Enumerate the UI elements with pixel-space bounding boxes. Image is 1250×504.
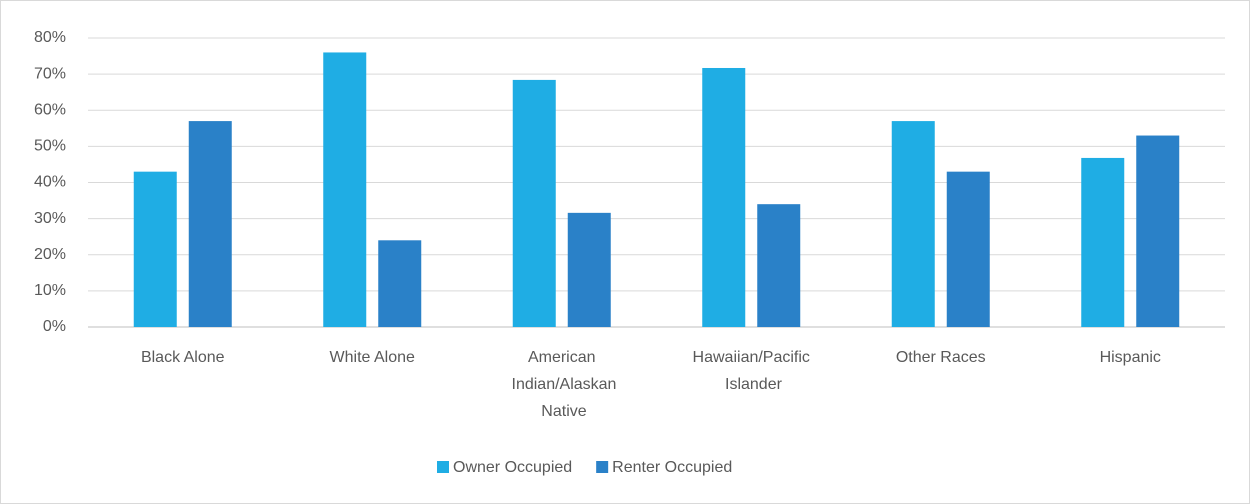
y-tick-label: 40% bbox=[34, 174, 66, 191]
x-tick-label: Hispanic bbox=[1100, 349, 1161, 366]
x-tick-label: Black Alone bbox=[141, 349, 225, 366]
bar bbox=[702, 67, 746, 327]
bar bbox=[1136, 135, 1180, 327]
bar bbox=[323, 52, 367, 327]
bar bbox=[757, 204, 801, 327]
legend-label: Renter Occupied bbox=[612, 459, 732, 476]
x-tick-label: White Alone bbox=[330, 349, 415, 366]
bar bbox=[946, 171, 990, 327]
y-tick-label: 50% bbox=[34, 138, 66, 155]
bar bbox=[567, 212, 611, 327]
legend-swatch bbox=[596, 461, 609, 473]
y-tick-label: 60% bbox=[34, 101, 66, 118]
y-tick-label: 80% bbox=[34, 29, 66, 46]
bar bbox=[891, 121, 935, 328]
x-tick-label: Hawaiian/Pacific Islander bbox=[693, 349, 810, 393]
y-tick-label: 0% bbox=[43, 318, 66, 335]
bar bbox=[1081, 157, 1125, 327]
bar bbox=[512, 79, 556, 327]
bar bbox=[378, 240, 422, 327]
legend-swatch bbox=[437, 461, 449, 473]
bar bbox=[188, 121, 232, 328]
y-tick-label: 70% bbox=[34, 65, 66, 82]
x-tick-label: American Indian/Alaskan Native bbox=[507, 349, 616, 420]
y-tick-label: 20% bbox=[34, 246, 66, 263]
x-tick-label: Other Races bbox=[896, 349, 986, 366]
y-tick-label: 10% bbox=[34, 282, 66, 299]
legend-label: Owner Occupied bbox=[453, 459, 572, 476]
bar bbox=[133, 171, 177, 327]
y-tick-label: 30% bbox=[34, 210, 66, 227]
